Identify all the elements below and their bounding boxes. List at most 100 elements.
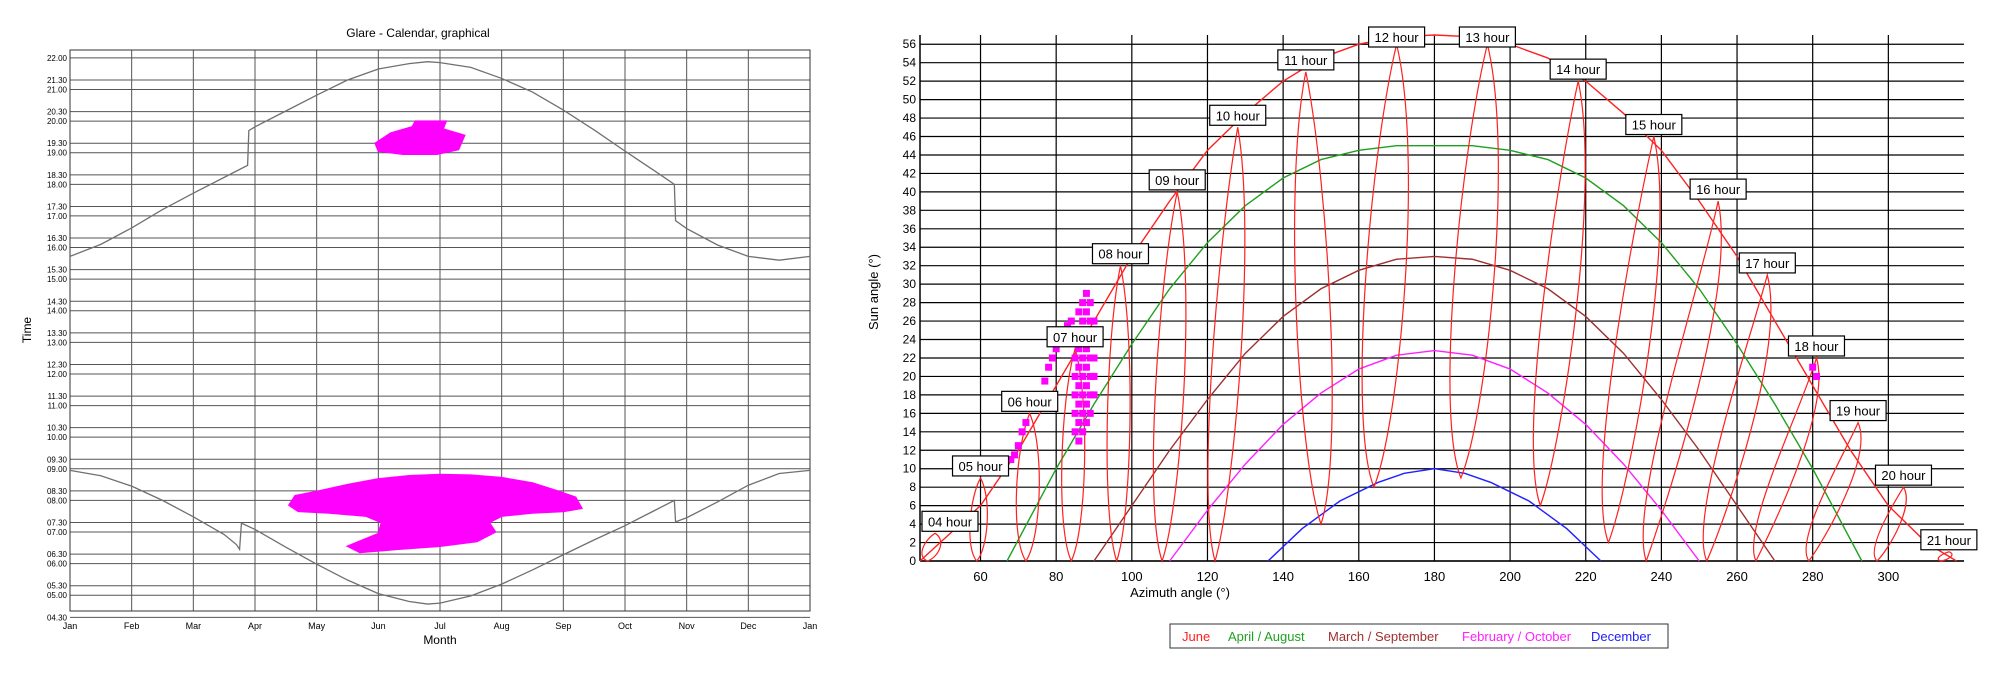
glare-point	[1086, 409, 1094, 417]
y-tick-label: 10.30	[47, 424, 68, 433]
grid	[919, 35, 1964, 562]
hour-loop	[1753, 355, 1820, 563]
glare-point	[1075, 400, 1083, 408]
glare-point	[1079, 299, 1087, 307]
y-tick-label: 54	[903, 56, 917, 70]
x-tick-label: Mar	[186, 621, 202, 631]
x-tick-label: 140	[1272, 569, 1294, 584]
y-axis-label: Sun angle (°)	[866, 254, 881, 330]
y-tick-label: 17.00	[47, 212, 68, 221]
glare-point	[1011, 451, 1019, 459]
y-tick-label: 21.30	[47, 76, 68, 85]
hour-label-box	[951, 455, 1010, 477]
glare-point	[1090, 354, 1098, 362]
x-tick-label: Jan	[63, 621, 78, 631]
glare-point	[1082, 289, 1090, 297]
y-axis-label: Time	[20, 317, 34, 344]
hour-label-box	[1091, 243, 1150, 265]
y-tick-label: 06.00	[47, 560, 68, 569]
glare-point	[1018, 428, 1026, 436]
y-tick-label: 6	[909, 499, 916, 513]
y-tick-label: 38	[903, 203, 917, 217]
glare-point	[1090, 391, 1098, 399]
glare-point	[1086, 391, 1094, 399]
y-tick-label: 20.30	[47, 108, 68, 117]
x-tick-label: Apr	[248, 621, 262, 631]
glare-point	[1045, 363, 1053, 371]
x-tick-label: 100	[1121, 569, 1143, 584]
hour-label: 10 hour	[1216, 108, 1261, 123]
x-axis-label: Azimuth angle (°)	[1130, 585, 1230, 600]
glare-region	[287, 473, 584, 554]
glare-regions	[287, 120, 584, 554]
glare-point	[1022, 419, 1030, 427]
x-tick-label: Jan	[803, 621, 818, 631]
hour-loop	[1361, 44, 1410, 489]
hour-label-box	[1368, 26, 1426, 48]
march-september-series-line	[1093, 255, 1776, 562]
chart-title: Glare - Calendar, graphical	[346, 26, 489, 40]
hour-label: 08 hour	[1098, 247, 1143, 262]
hour-loop	[1106, 265, 1131, 563]
sun-curves	[69, 61, 811, 605]
hour-loop	[1294, 71, 1333, 526]
y-tick-label: 17.30	[47, 202, 68, 211]
y-tick-label: 19.30	[47, 139, 68, 148]
hour-loop	[1642, 200, 1722, 563]
glare-point	[1075, 363, 1083, 371]
y-tick-label: 15.00	[47, 275, 68, 284]
glare-point	[1082, 400, 1090, 408]
glare-point	[1075, 345, 1083, 353]
y-tick-label: 20.00	[47, 117, 68, 126]
y-tick-label: 14.30	[47, 297, 68, 306]
hour-label: 20 hour	[1881, 468, 1926, 483]
hour-label: 12 hour	[1375, 30, 1420, 45]
glare-point	[1071, 409, 1079, 417]
y-tick-label: 18	[903, 388, 917, 402]
hour-label: 11 hour	[1284, 53, 1328, 68]
y-tick-label: 20	[903, 369, 917, 383]
hour-loop	[1805, 421, 1862, 563]
glare-point	[1079, 317, 1087, 325]
glare-point	[1075, 419, 1083, 427]
y-tick-label: 26	[903, 314, 917, 328]
y-tick-label: 08.00	[47, 496, 68, 505]
tick-labels: Jan Feb Mar Apr May Jun Jul Aug Sep Oct Nov Dec Jan0…	[47, 54, 817, 631]
hour-label-box	[1874, 464, 1933, 486]
hour-loop	[969, 476, 988, 562]
hour-label-box	[1625, 113, 1683, 136]
x-tick-label: 280	[1802, 569, 1824, 584]
hour-label-box	[1277, 49, 1335, 71]
x-tick-label: Oct	[618, 621, 633, 631]
glare-point	[1086, 354, 1094, 362]
x-axis-label: Month	[423, 633, 456, 647]
legend-entry: April / August	[1228, 629, 1305, 644]
hour-label: 21 hour	[1927, 533, 1972, 548]
y-tick-label: 32	[903, 259, 917, 273]
glare-point	[1086, 317, 1094, 325]
y-tick-label: 22	[903, 351, 917, 365]
x-tick-label: 160	[1348, 569, 1370, 584]
y-tick-label: 21.00	[47, 86, 68, 95]
x-tick-label: 240	[1651, 569, 1673, 584]
hour-loops	[921, 44, 1953, 564]
february-october-series-line	[1169, 349, 1700, 562]
hour-label-box	[1920, 529, 1978, 551]
hour-loop	[921, 532, 942, 562]
y-tick-label: 36	[903, 222, 917, 236]
y-tick-label: 10	[903, 462, 917, 476]
y-tick-label: 0	[909, 554, 916, 568]
glare-point	[1064, 322, 1072, 330]
y-tick-label: 10.00	[47, 433, 68, 442]
hour-label-box	[1046, 326, 1104, 348]
hour-label-box	[1148, 169, 1206, 191]
glare-point	[1079, 354, 1087, 362]
glare-region	[374, 120, 466, 156]
x-tick-label: 260	[1726, 569, 1748, 584]
y-tick-label: 08.30	[47, 487, 68, 496]
glare-point	[1014, 442, 1022, 450]
hour-loop	[1702, 272, 1772, 563]
hour-label: 18 hour	[1794, 339, 1839, 354]
y-tick-label: 13.00	[47, 338, 68, 347]
